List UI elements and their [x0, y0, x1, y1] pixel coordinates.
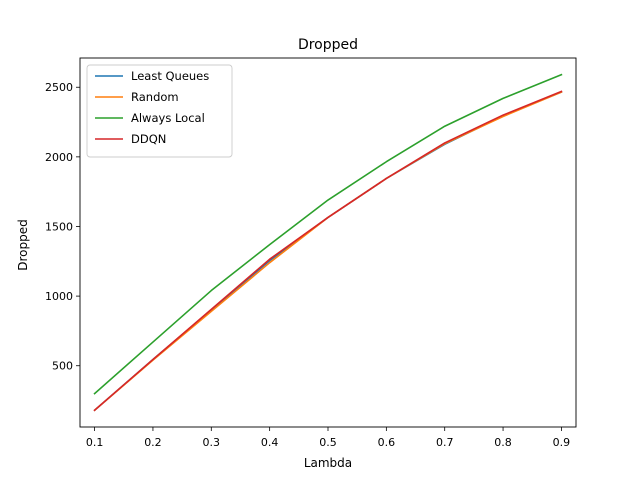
- x-tick-label: 0.8: [494, 436, 512, 449]
- legend: Least Queues Random Always Local DDQN: [86, 64, 233, 158]
- y-tick-label: 1000: [45, 290, 73, 303]
- legend-label-3: DDQN: [131, 132, 166, 146]
- series-line-2: [93, 73, 563, 395]
- x-tick-label: 0.5: [319, 436, 337, 449]
- chart-title: Dropped: [298, 37, 358, 53]
- plot-area: [79, 57, 577, 428]
- legend-label-1: Random: [131, 90, 179, 104]
- x-tick-label: 0.3: [203, 436, 221, 449]
- legend-label-0: Least Queues: [131, 69, 209, 83]
- x-tick-label: 0.4: [261, 436, 279, 449]
- x-tick-label: 0.6: [378, 436, 396, 449]
- series-line-3: [93, 90, 563, 412]
- legend-box: [86, 64, 233, 158]
- legend-label-2: Always Local: [131, 111, 205, 125]
- x-tick-label: 0.9: [553, 436, 571, 449]
- y-tick-label: 1500: [45, 220, 73, 233]
- y-tick-label: 500: [52, 360, 73, 373]
- x-axis-label: Lambda: [304, 456, 352, 470]
- y-tick-label: 2000: [45, 151, 73, 164]
- y-tick-label: 2500: [45, 81, 73, 94]
- x-tick-label: 0.2: [144, 436, 162, 449]
- x-tick-label: 0.7: [436, 436, 454, 449]
- y-axis-label: Dropped: [16, 219, 30, 271]
- axis-ticks: 0.1 0.2 0.3 0.4 0.5 0.6 0.7 0.8 0.9 500 1000 1500 20…: [45, 81, 570, 449]
- x-tick-label: 0.1: [86, 436, 104, 449]
